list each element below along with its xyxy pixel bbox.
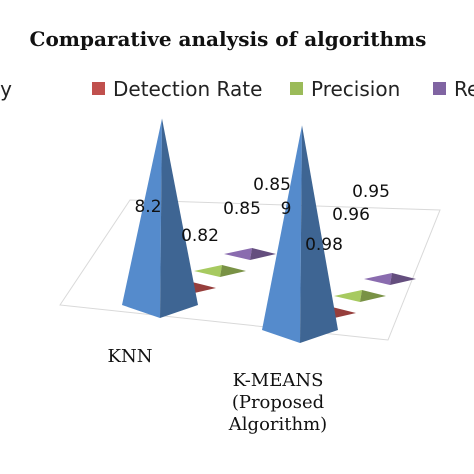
value-label-0-1: 0.82 <box>181 226 219 246</box>
pyramid-2-1 <box>334 290 386 302</box>
pyramid-face-left <box>262 125 302 343</box>
legend-label-2: Precision <box>311 77 400 101</box>
legend-label-1: Detection Rate <box>113 77 262 101</box>
pyramid-face-left <box>364 273 392 285</box>
pyramid-0-0 <box>122 118 198 318</box>
legend-swatch-1 <box>92 82 105 95</box>
value-label-1-2: 0.96 <box>332 205 370 225</box>
value-label-1-0: 9 <box>281 199 292 219</box>
pyramid-face-left <box>334 290 362 302</box>
pyramid-face-right <box>160 118 198 318</box>
value-label-0-3: 0.85 <box>253 175 291 195</box>
pyramid-face-left <box>224 248 252 260</box>
legend-swatch-2 <box>290 82 303 95</box>
pyramid-face-right <box>360 290 386 302</box>
chart-title: Comparative analysis of algorithms <box>30 27 427 51</box>
category-label-1: K-MEANS (Proposed Algorithm) <box>228 370 327 435</box>
pyramid-face-right <box>300 125 338 343</box>
category-label-0: KNN <box>108 346 153 367</box>
pyramid-face-right <box>390 273 416 285</box>
pyramid-face-left <box>194 265 222 277</box>
pyramid-0-1 <box>262 125 338 343</box>
category-labels: KNN K-MEANS (Proposed Algorithm) <box>108 346 328 435</box>
pyramid-3-0 <box>224 248 276 260</box>
pyramid-face-right <box>330 307 356 319</box>
chart-floor <box>59 199 441 341</box>
value-label-0-2: 0.85 <box>223 199 261 219</box>
pyramid-face-right <box>250 248 276 260</box>
pyramid-face-right <box>190 282 216 294</box>
pyramid-3-1 <box>364 273 416 285</box>
legend: curacy Detection Rate Precision Re <box>0 77 474 101</box>
pyramid-face-right <box>220 265 246 277</box>
legend-label-3: Re <box>454 77 474 101</box>
pyramid-face-left <box>122 118 162 318</box>
value-label-1-1: 0.98 <box>305 235 343 255</box>
pyramid-2-0 <box>194 265 246 277</box>
value-label-0-0: 8.2 <box>134 197 161 217</box>
legend-swatch-3 <box>433 82 446 95</box>
legend-label-0: curacy <box>0 77 12 101</box>
chart-marks <box>122 118 416 343</box>
value-label-1-3: 0.95 <box>352 182 390 202</box>
